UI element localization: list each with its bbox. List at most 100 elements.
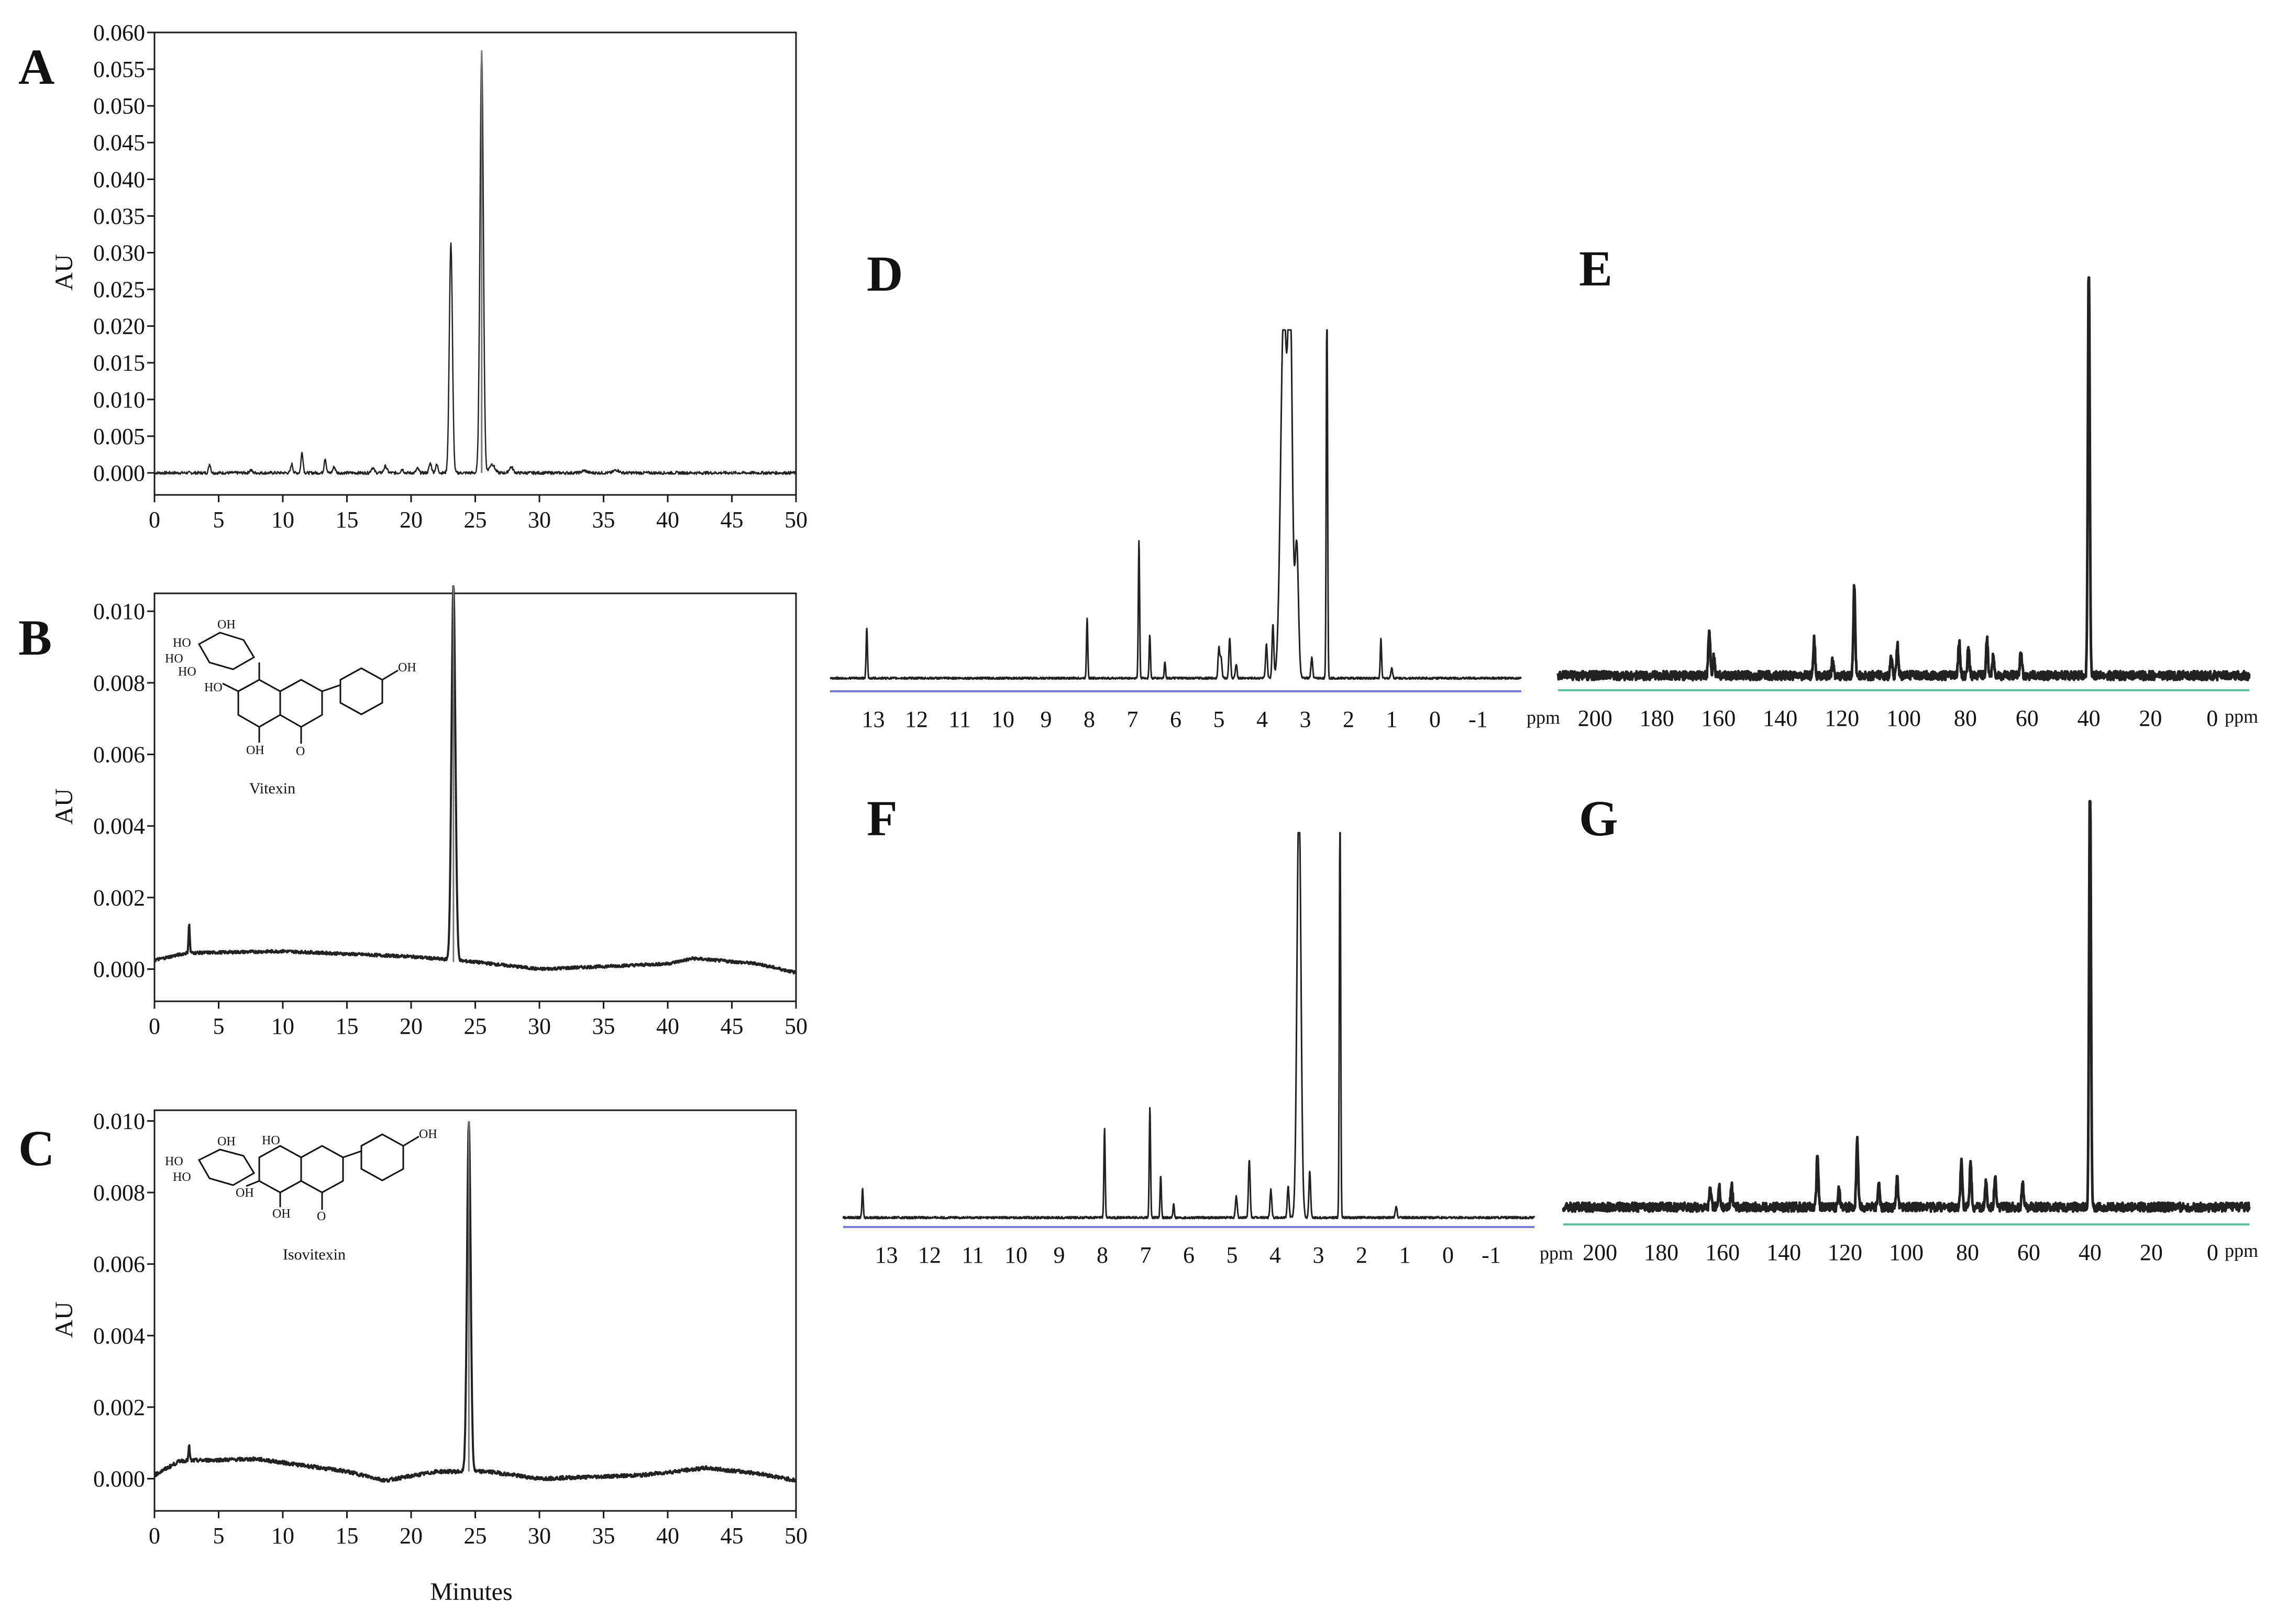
y-tick-label: 0.010 [93, 599, 145, 624]
vitexin-atom: OH [217, 618, 236, 632]
y-tick-label: 0.045 [93, 130, 145, 156]
y-tick-label: 0.050 [93, 93, 145, 119]
vitexin-atom: HO [204, 681, 223, 694]
x-tick-label: 25 [464, 507, 487, 533]
vitexin-atom: OH [246, 744, 264, 757]
isovitexin-ring-c [300, 1145, 344, 1194]
spectrum-trace [842, 832, 1535, 1220]
vitexin-structure: OH HO HO HO HO OH OH O Vitexin [165, 618, 416, 797]
isovitexin-glucose-ring [197, 1148, 256, 1186]
y-tick-label: 0.004 [93, 1323, 145, 1349]
vitexin-bond [322, 684, 341, 692]
x-tick-label: 20 [400, 1013, 423, 1039]
nmr-spectrum-g: 200 180 160 140 120 100 80 60 40 20 0 ppm [1562, 800, 2258, 1265]
x-tick-label: 0 [1429, 706, 1441, 732]
isovitexin-bond [343, 1150, 362, 1158]
x-tick-label: 5 [213, 1523, 225, 1549]
isovitexin-atom: OH [236, 1186, 254, 1200]
x-tick-label: 35 [592, 1013, 615, 1039]
x-tick-label: 8 [1084, 706, 1095, 732]
spectrum-trace [830, 329, 1522, 680]
x-tick-label: 180 [1644, 1240, 1678, 1265]
vitexin-atom: HO [178, 665, 196, 679]
x-tick-label: 10 [991, 706, 1014, 732]
x-tick-label: 5 [1227, 1242, 1238, 1268]
nmr-spectrum-d: 13 12 11 10 9 8 7 6 5 4 3 2 1 0 -1 ppm [830, 329, 1560, 732]
nmr-spectrum-e: 200 180 160 140 120 100 80 60 40 20 0 ppm [1556, 276, 2258, 731]
x-tick-label: 15 [336, 507, 359, 533]
isovitexin-atom: O [317, 1210, 326, 1223]
x-tick-label: 0 [149, 1013, 160, 1039]
x-tick-label: 2 [1356, 1242, 1367, 1268]
x-tick-label: 10 [271, 507, 294, 533]
y-tick-label: 0.005 [93, 424, 145, 449]
x-tick-label: 11 [962, 1242, 984, 1268]
y-axis-title-a: AU [50, 254, 78, 290]
y-tick-label: 0.020 [93, 314, 145, 339]
ppm-unit-label: ppm [2225, 706, 2258, 727]
y-tick-label: 0.006 [93, 742, 145, 768]
vitexin-atom: O [296, 745, 305, 758]
x-tick-label: 12 [918, 1242, 941, 1268]
x-tick-label: 0 [2206, 705, 2218, 731]
isovitexin-atom: OH [217, 1135, 236, 1148]
x-tick-label: 60 [2016, 705, 2039, 731]
x-tick-label: 50 [785, 507, 808, 533]
panel-letter-a: A [18, 39, 54, 95]
vitexin-atom: HO [165, 652, 183, 666]
panel-letter-e: E [1579, 240, 1612, 296]
spectrum-trace [1556, 276, 2251, 682]
x-tick-label: 50 [785, 1013, 808, 1039]
x-tick-label: 11 [948, 706, 970, 732]
isovitexin-atom: HO [262, 1134, 280, 1147]
chromatogram-trace [153, 585, 797, 975]
x-tick-label: 160 [1705, 1240, 1740, 1265]
x-tick-label: 30 [528, 1013, 551, 1039]
x-tick-label: 140 [1763, 705, 1797, 731]
x-tick-label: 0 [149, 1523, 160, 1549]
x-tick-label: 10 [271, 1523, 294, 1549]
x-tick-label: 25 [464, 1523, 487, 1549]
y-tick-label: 0.008 [93, 1180, 145, 1206]
x-tick-label: 160 [1701, 705, 1736, 731]
x-tick-label: 0 [2207, 1240, 2218, 1265]
x-tick-label: 200 [1578, 705, 1612, 731]
x-tick-label: 13 [875, 1242, 898, 1268]
vitexin-label: Vitexin [249, 780, 295, 797]
panel-letter-b: B [18, 610, 52, 666]
x-tick-label: 80 [1956, 1240, 1979, 1265]
x-tick-label: 40 [656, 1013, 679, 1039]
x-tick-label: 35 [592, 507, 615, 533]
chromatogram-trace [153, 1121, 797, 1483]
y-tick-label: 0.025 [93, 277, 145, 303]
x-tick-label: 180 [1640, 705, 1674, 731]
isovitexin-bond [246, 1180, 260, 1187]
x-tick-label: 100 [1889, 1240, 1924, 1265]
x-tick-label: -1 [1482, 1242, 1501, 1268]
chromatogram-a: 0 5 10 15 20 25 30 35 40 45 50 0.000 0.005 0.010 0.015… [93, 20, 808, 533]
vitexin-ring-c [279, 679, 323, 728]
x-tick-label: -1 [1468, 706, 1488, 732]
panel-letter-d: D [867, 246, 903, 302]
x-tick-label: 5 [213, 507, 225, 533]
vitexin-atom: OH [398, 661, 416, 675]
x-tick-label: 3 [1300, 706, 1311, 732]
x-tick-label: 40 [656, 507, 679, 533]
x-tick-label: 40 [2078, 705, 2101, 731]
x-tick-label: 3 [1313, 1242, 1324, 1268]
x-tick-label: 30 [528, 1523, 551, 1549]
y-tick-label: 0.004 [93, 813, 145, 839]
x-tick-label: 1 [1399, 1242, 1411, 1268]
y-tick-label: 0.060 [93, 20, 145, 46]
x-tick-label: 45 [721, 1013, 744, 1039]
x-tick-label: 4 [1269, 1242, 1281, 1268]
x-tick-label: 5 [213, 1013, 225, 1039]
y-tick-label: 0.002 [93, 1395, 145, 1420]
x-tick-label: 7 [1127, 706, 1139, 732]
x-tick-label: 30 [528, 507, 551, 533]
y-tick-label: 0.010 [93, 1108, 145, 1134]
x-tick-label: 60 [2017, 1240, 2040, 1265]
isovitexin-atom: OH [419, 1128, 437, 1141]
